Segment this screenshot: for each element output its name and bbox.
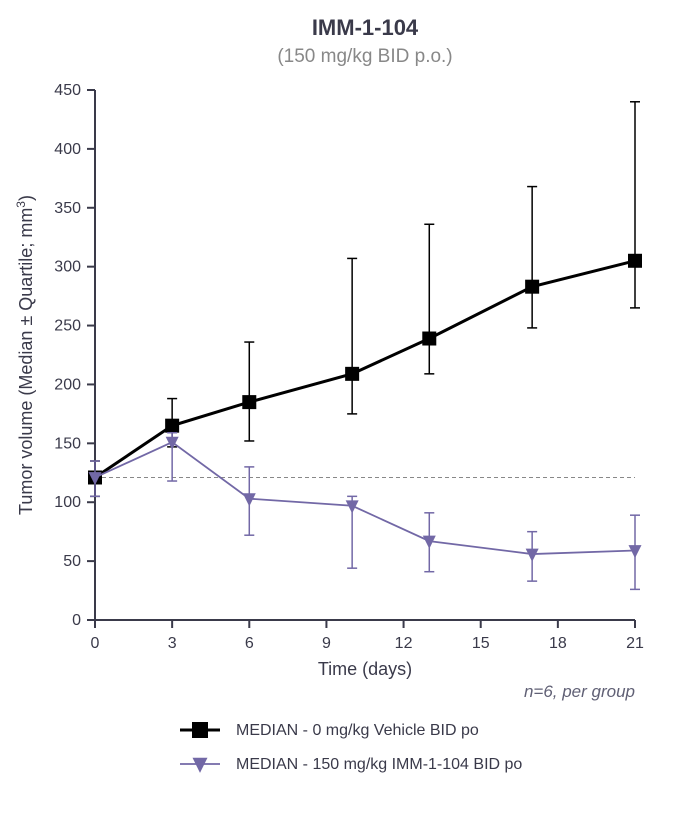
marker-triangle-down xyxy=(629,545,642,558)
x-tick-label: 6 xyxy=(245,635,254,652)
series-imm-1-104 xyxy=(89,433,642,590)
marker-square xyxy=(165,419,179,433)
marker-square xyxy=(242,395,256,409)
marker-triangle-down xyxy=(526,549,539,562)
y-tick-label: 0 xyxy=(72,612,81,629)
y-tick-label: 100 xyxy=(54,494,81,511)
legend-label: MEDIAN - 0 mg/kg Vehicle BID po xyxy=(236,722,479,739)
chart-title: IMM-1-104 xyxy=(312,15,419,40)
y-tick-label: 400 xyxy=(54,141,81,158)
x-tick-label: 15 xyxy=(472,635,490,652)
chart-subtitle: (150 mg/kg BID p.o.) xyxy=(277,46,452,67)
x-axis-label: Time (days) xyxy=(318,659,412,679)
chart-container: IMM-1-104(150 mg/kg BID p.o.)05010015020… xyxy=(0,0,686,822)
x-tick-label: 3 xyxy=(168,635,177,652)
y-tick-label: 50 xyxy=(63,553,81,570)
series-line xyxy=(95,442,635,554)
x-tick-label: 9 xyxy=(322,635,331,652)
x-tick-label: 18 xyxy=(549,635,567,652)
y-tick-label: 350 xyxy=(54,200,81,217)
y-tick-label: 300 xyxy=(54,259,81,276)
y-tick-label: 450 xyxy=(54,82,81,99)
x-tick-label: 21 xyxy=(626,635,644,652)
marker-square xyxy=(422,332,436,346)
marker-square xyxy=(345,367,359,381)
marker-square xyxy=(192,722,208,738)
marker-square xyxy=(525,280,539,294)
x-tick-label: 0 xyxy=(91,635,100,652)
x-tick-label: 12 xyxy=(395,635,413,652)
marker-square xyxy=(628,254,642,268)
chart-footnote: n=6, per group xyxy=(524,682,635,701)
marker-triangle-down xyxy=(193,758,208,773)
y-tick-label: 250 xyxy=(54,318,81,335)
y-tick-label: 200 xyxy=(54,376,81,393)
legend-label: MEDIAN - 150 mg/kg IMM-1-104 BID po xyxy=(236,756,522,773)
y-axis-label: Tumor volume (Median ± Quartile; mm3) xyxy=(14,195,36,515)
chart-svg: IMM-1-104(150 mg/kg BID p.o.)05010015020… xyxy=(0,0,686,822)
y-tick-label: 150 xyxy=(54,435,81,452)
